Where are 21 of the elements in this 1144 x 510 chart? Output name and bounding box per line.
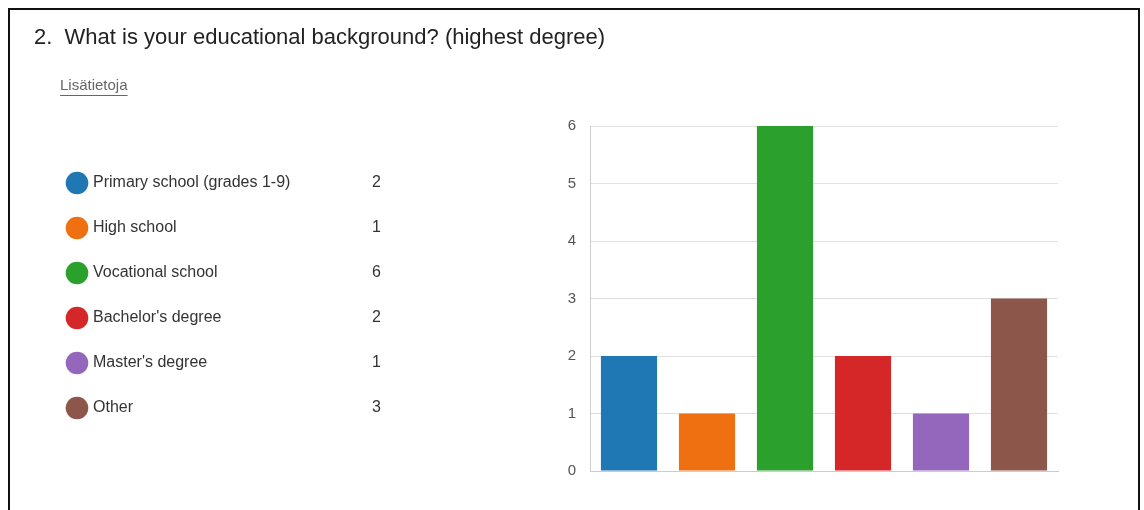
text: 1 [372,218,381,236]
y-tick-label: 6 [567,116,576,134]
y-tick-label: 0 [567,461,576,479]
y-tick-label: 3 [567,288,576,306]
legend-label: Primary school (grades 1-9) [93,173,291,191]
text: 3 [372,398,381,416]
y-tick-label: 4 [567,231,576,249]
y-tick-label: 2 [567,346,576,364]
text: 2 [372,308,381,326]
text: 2. What is your educational background? (highest degree) [34,24,606,50]
legend-label: High school [93,218,177,236]
y-tick-label: 5 [567,173,576,191]
text: 6 [372,263,381,281]
text: 2 [372,173,381,191]
legend-label: Other [93,398,134,416]
legend-label: Vocational school [93,263,218,281]
text: 1 [372,353,381,371]
text: Lisätietoja [60,76,129,94]
y-tick-label: 1 [567,403,576,421]
legend-label: Master's degree [93,353,208,371]
legend-label: Bachelor's degree [93,308,222,326]
